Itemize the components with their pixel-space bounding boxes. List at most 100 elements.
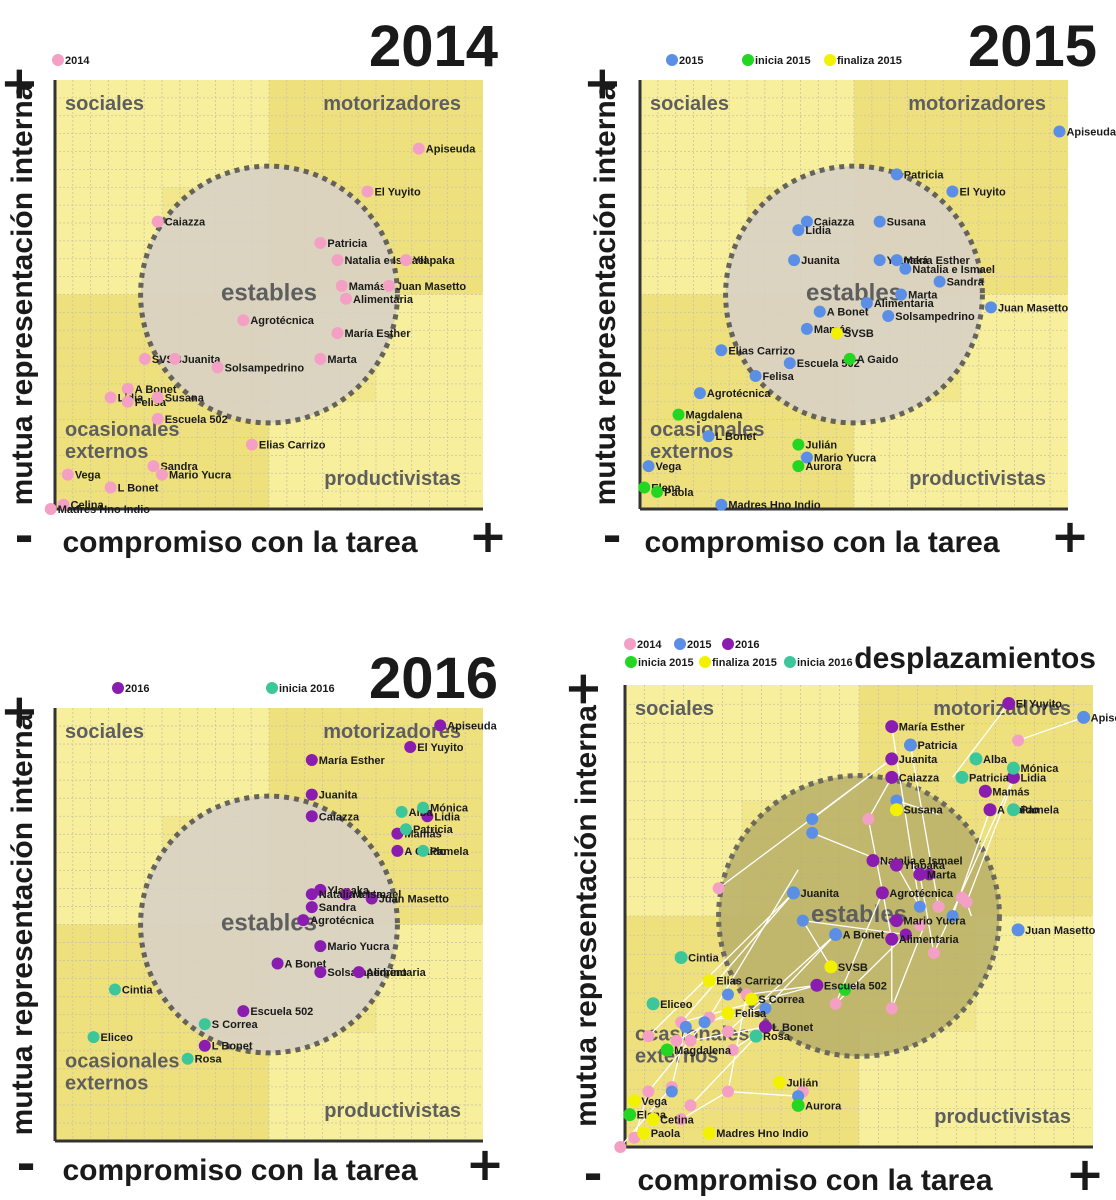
point-cetina — [646, 1112, 660, 1126]
quadrant-label-externos: externos — [65, 1072, 148, 1094]
point-alba — [969, 752, 983, 766]
prev-marker-38 — [899, 928, 912, 941]
x-axis-label: compromiso con la tarea — [62, 526, 417, 559]
point-label-juanita: Juanita — [182, 354, 221, 366]
point-label-susana: Susana — [887, 217, 927, 229]
point-patricia — [399, 823, 412, 836]
point-label-s-correa: S Correa — [758, 994, 805, 1006]
point-label-natalia-e-ismael: Natalia e Ismael — [912, 264, 995, 276]
y-axis-label: mutua representación interna — [6, 713, 39, 1135]
point-label-patricia: Patricia — [917, 740, 958, 752]
quadrant-label-ocasionales: ocasionales — [65, 1050, 180, 1072]
point-label-eliceo: Eliceo — [101, 1032, 134, 1044]
point-label-el-yuyito: El Yuyito — [374, 187, 421, 199]
point-label-apiseuda: Apiseuda — [426, 144, 476, 156]
point-label-maria-esther: María Esther — [319, 755, 386, 767]
point-apiseuda — [412, 142, 425, 155]
point-label-solsampedrino: Solsampedrino — [895, 311, 975, 323]
point-label-juan-masetto: Juan Masetto — [379, 894, 450, 906]
point-label-s-correa: S Correa — [212, 1019, 259, 1031]
point-label-caiazza: Caiazza — [165, 217, 206, 229]
point-label-aurora: Aurora — [805, 461, 842, 473]
point-label-maria-esther: María Esther — [904, 255, 971, 267]
point-alimentaria — [885, 932, 899, 946]
point-label-rosa: Rosa — [195, 1054, 223, 1066]
point-rosa — [181, 1052, 194, 1065]
chart-2016: 2016 sociales motorizadores productivistas… — [0, 646, 504, 1191]
point-label-marta: Marta — [927, 869, 957, 881]
prev-marker-22 — [642, 1085, 655, 1098]
prev-marker-14 — [721, 1025, 734, 1038]
point-label-ylapaka: Ylapaka — [903, 860, 945, 872]
point-a-bonet — [813, 305, 826, 318]
movement-segment-8 — [895, 864, 921, 908]
legend-item-2016: 2016 — [112, 682, 149, 695]
point-label-agrotecnica: Agrotécnica — [707, 388, 771, 400]
point-label-caiazza: Caiazza — [319, 811, 360, 823]
point-label-apiseuda: Apiseuda — [1066, 126, 1116, 138]
prev-marker-32 — [759, 1002, 772, 1015]
prev-marker-1 — [862, 812, 875, 825]
point-label-a-gaido: A Gaido — [857, 354, 899, 366]
chart-desplazamientos: desplazamientos sociales motorizadores pro… — [555, 638, 1116, 1200]
point-paola — [637, 1126, 651, 1140]
quadrant-label-productivistas: productivistas — [324, 1100, 461, 1122]
point-sandra — [305, 901, 318, 914]
legend-label: inicia 2016 — [279, 683, 335, 695]
chart-title-2014: 2014 — [369, 14, 498, 79]
prev-marker-31 — [913, 900, 926, 913]
estables-ring — [138, 163, 400, 426]
prev-marker-5 — [927, 946, 940, 959]
previous-position-markers — [614, 734, 1025, 1153]
prev-marker-24 — [712, 882, 725, 895]
movement-segment-23 — [732, 1026, 766, 1051]
point-label-madres-hno-indio: Madres Hno Indio — [716, 1128, 809, 1140]
point-label-maria-esther: María Esther — [899, 722, 966, 734]
movement-segment-36 — [802, 920, 832, 968]
quadrant-label-ocasionales: ocasionales — [635, 1024, 750, 1046]
quadrant-label-externos: externos — [65, 441, 148, 463]
point-celina — [57, 498, 70, 511]
point-aurora — [791, 1098, 805, 1112]
prev-marker-7 — [829, 997, 842, 1010]
point-label-marta: Marta — [908, 290, 938, 302]
legend-item-2015: 2015 — [666, 54, 703, 67]
x-axis-minus: - — [14, 509, 33, 563]
chart-2014: 2014 sociales motorizadores productivistas… — [0, 14, 507, 563]
y-axis-plus: + — [0, 65, 45, 104]
point-mario-yucra — [156, 468, 168, 481]
point-maria-esther — [885, 720, 899, 734]
chart-title-desplazamientos: desplazamientos — [854, 642, 1096, 675]
point-elias-carrizo — [715, 344, 728, 357]
point-agrotecnica — [693, 387, 706, 400]
legend-swatch — [674, 638, 686, 650]
prev-marker-21 — [614, 1141, 627, 1153]
point-label-escuela-502: Escuela 502 — [824, 980, 887, 992]
point-felisa — [749, 370, 762, 383]
legend-item-2014: 2014 — [624, 638, 662, 651]
point-elena — [623, 1108, 637, 1122]
movement-segment-17 — [680, 892, 794, 1023]
prev-marker-30 — [796, 914, 809, 927]
movement-segment-24 — [671, 1026, 687, 1088]
legend-label: 2016 — [125, 683, 149, 695]
point-svsb — [830, 327, 843, 340]
point-label-agrotecnica: Agrotécnica — [250, 315, 314, 327]
point-label-maria-esther: María Esther — [344, 328, 411, 340]
point-label-madres-hno-indio: Madres Hno Indio — [728, 500, 821, 512]
point-label-pamela: Pamela — [1020, 805, 1059, 817]
series-2016: Apiseuda El Yuyito María Esther Juanita Caia… — [198, 719, 498, 1053]
y-axis-label: mutua representación interna — [570, 705, 603, 1127]
quadrant-label-sociales: sociales — [65, 93, 144, 115]
point-susana — [151, 391, 164, 404]
point-juan-masetto — [1011, 923, 1025, 937]
point-mario-yucra — [889, 914, 903, 928]
point-label-l-bonet: L Bonet — [772, 1022, 813, 1034]
point-label-aurora: Aurora — [805, 1100, 842, 1112]
point-label-madres-hno-indio: Madres Hno Indio — [58, 504, 151, 516]
point-agrotecnica — [875, 886, 889, 900]
prev-marker-2 — [932, 900, 945, 913]
y-axis-plus: + — [555, 670, 609, 709]
